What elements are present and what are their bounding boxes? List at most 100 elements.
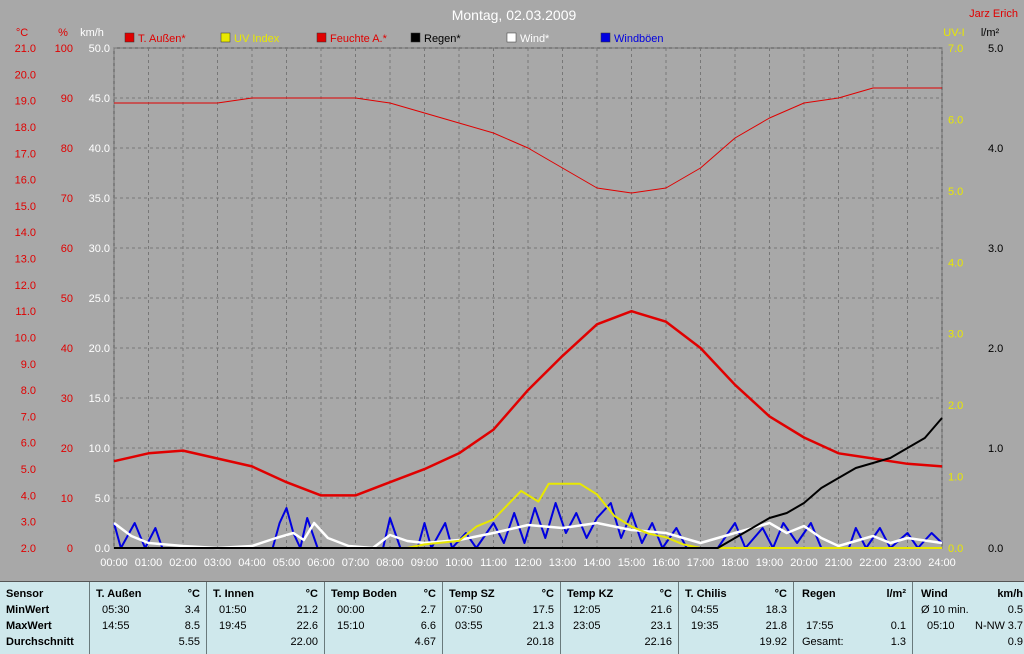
series-group [113,87,943,550]
max-value: 23.1 [650,620,672,632]
temp-axis-tick-label: 4.0 [21,490,36,502]
temp-axis-tick-label: 11.0 [15,306,36,318]
max-time: 19:35 [691,620,719,632]
temp-axis-tick-label: 19.0 [15,96,36,108]
row-label-min: MinWert [6,604,50,616]
rain-axis-tick-label: 5.0 [988,43,1003,55]
x-tick-label: 21:00 [825,557,853,569]
humidity-axis-tick-label: 20 [61,443,73,455]
sensor-unit: °C [305,588,318,600]
wind-axis-tick-label: 5.0 [95,493,110,505]
wind-max-time: 05:10 [927,620,955,632]
series-line-windböen [113,502,943,549]
sensor-unit: °C [541,588,554,600]
weather-chart: Montag, 02.03.2009 Jarz Erich T. Außen* U… [14,7,1018,569]
statistics-table: Sensor MinWert MaxWert Durchschnitt T. A… [0,581,1024,654]
x-tick-label: 22:00 [859,557,887,569]
wind-max-value: 3.7 [1007,620,1023,632]
author-label: Jarz Erich [969,8,1018,20]
legend-label: UV Index [234,33,280,45]
max-time: 14:55 [102,620,130,632]
legend-swatch [506,32,517,43]
series-line-t-außen [113,309,943,497]
average-value: 20.18 [526,636,554,648]
min-value: 17.5 [532,604,554,616]
rain-axis-tick-label: 4.0 [988,143,1003,155]
humidity-axis-unit-label: % [58,27,68,39]
rain-axis-tick-label: 3.0 [988,243,1003,255]
x-tick-label: 00:00 [100,557,128,569]
uv-axis-tick-label: 2.0 [948,400,963,412]
x-tick-label: 16:00 [652,557,680,569]
humidity-axis-tick-label: 0 [67,543,73,555]
min-time: 05:30 [102,604,130,616]
temp-axis-tick-label: 8.0 [21,385,36,397]
average-value: 22.00 [290,636,318,648]
legend-label: Feuchte A.* [330,33,388,45]
x-tick-label: 03:00 [204,557,232,569]
x-tick-label: 24:00 [928,557,956,569]
temp-axis-tick-label: 13.0 [15,254,36,266]
x-tick-label: 01:00 [135,557,163,569]
temp-axis-tick-label: 12.0 [15,280,36,292]
wind-axis-unit-label: km/h [80,27,104,39]
wind-axis-tick-label: 40.0 [89,143,110,155]
temp-axis-tick-label: 17.0 [15,148,36,160]
x-tick-label: 11:00 [480,557,507,569]
uv-axis-unit-label: UV-I [943,27,964,39]
humidity-axis-tick-label: 30 [61,393,73,405]
x-tick-label: 05:00 [273,557,301,569]
sensor-unit: °C [659,588,672,600]
wind-axis-tick-label: 25.0 [89,293,110,305]
table-column-sensor: T. Innen °C 01:50 21.2 19:45 22.6 22.00 [206,582,324,654]
temp-axis-unit-label: °C [16,27,28,39]
min-time: 04:55 [691,604,719,616]
max-time: 03:55 [455,620,483,632]
wind-header: Wind [921,588,948,600]
uv-axis-tick-label: 5.0 [948,186,963,198]
min-value: 3.4 [184,604,200,616]
rain-unit: l/m² [886,588,906,600]
wind-avg-label: Ø 10 min. [921,604,969,616]
wind-axis-tick-label: 35.0 [89,193,110,205]
average-value: 19.92 [759,636,787,648]
row-label-sensor: Sensor [6,588,44,600]
min-value: 21.6 [650,604,672,616]
temp-axis-tick-label: 2.0 [21,543,36,555]
temp-axis-tick-label: 7.0 [21,411,36,423]
wind-axis-tick-label: 20.0 [89,343,110,355]
min-value: 2.7 [420,604,436,616]
legend-swatch [220,32,231,43]
series-line-uv-index [114,482,942,549]
temp-axis-tick-label: 6.0 [21,438,36,450]
temp-axis-tick-label: 21.0 [15,43,36,55]
x-tick-label: 19:00 [756,557,784,569]
legend-swatch [124,32,135,43]
x-tick-label: 10:00 [445,557,473,569]
rain-total-label: Gesamt: [802,636,844,648]
sensor-name: T. Innen [213,588,254,600]
x-tick-label: 13:00 [549,557,577,569]
x-tick-label: 04:00 [238,557,266,569]
rain-header: Regen [802,588,836,600]
x-tick-label: 09:00 [411,557,439,569]
average-value: 5.55 [178,636,200,648]
legend-label: T. Außen* [138,33,186,45]
min-value: 21.2 [296,604,318,616]
wind-avg-value: 0.5 [1007,604,1023,616]
rain-axis-tick-label: 0.0 [988,543,1003,555]
humidity-axis-tick-label: 100 [55,43,73,55]
max-value: 6.6 [420,620,436,632]
max-value: 21.8 [765,620,787,632]
legend-swatch [316,32,327,43]
wind-axis-tick-label: 30.0 [89,243,110,255]
humidity-axis-tick-label: 80 [61,143,73,155]
legend-label: Windböen [614,33,664,45]
series-line-wind [113,521,943,550]
rain-max-time: 17:55 [806,620,834,632]
sensor-name: T. Außen [96,588,142,600]
axes: 2.0 3.0 4.0 5.0 6.0 7.0 8.0 9.0 10.0 11.0 12.0 13.0… [15,27,1004,569]
legend: T. Außen* UV Index Feuchte A.* Regen* Wind* W… [124,32,664,45]
max-time: 23:05 [573,620,601,632]
min-time: 12:05 [573,604,601,616]
